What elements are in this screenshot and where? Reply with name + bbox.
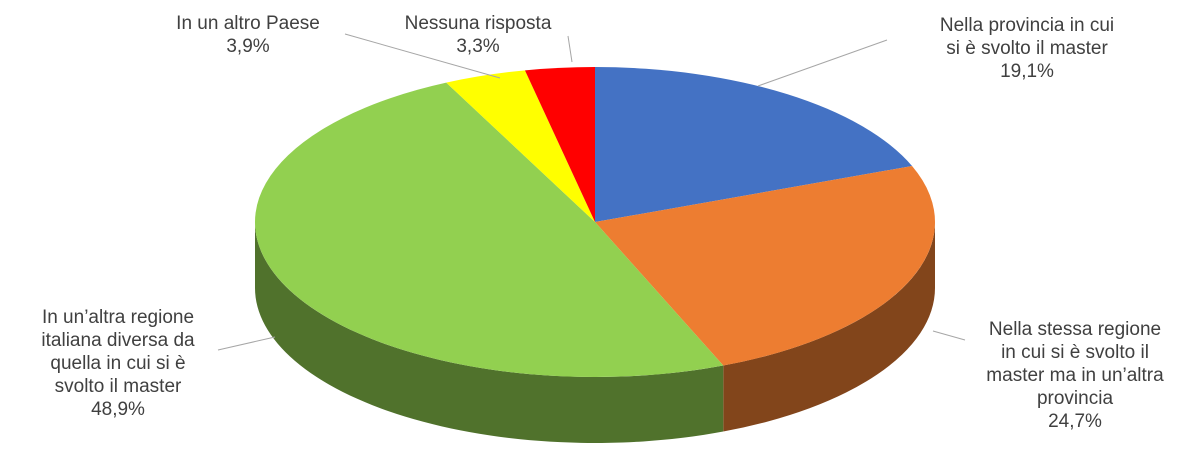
category-label: In un altro Paese (176, 13, 320, 34)
slice (595, 166, 936, 366)
leader-line (932, 330, 966, 341)
leader-line (567, 35, 573, 63)
slice (524, 67, 595, 222)
leader-line (217, 336, 276, 351)
slice-side (255, 222, 724, 443)
value-label: 3,3% (456, 36, 499, 57)
leader-line (344, 33, 501, 79)
category-label: Nella stessa regione in cui si è svolto i… (986, 319, 1164, 409)
leader-line (757, 39, 888, 87)
value-label: 24,7% (1048, 411, 1102, 432)
slice (595, 67, 913, 222)
value-label: 19,1% (1000, 61, 1054, 82)
category-label: Nella provincia in cui si è svolto il mas… (940, 15, 1114, 59)
category-label: Nessuna risposta (405, 13, 552, 34)
slice (446, 70, 595, 222)
value-label: 3,9% (226, 36, 269, 57)
value-label: 48,9% (91, 399, 145, 420)
slice (254, 82, 724, 378)
slice-side (723, 222, 935, 432)
category-label: In un’altra regione italiana diversa da qu… (41, 307, 195, 397)
